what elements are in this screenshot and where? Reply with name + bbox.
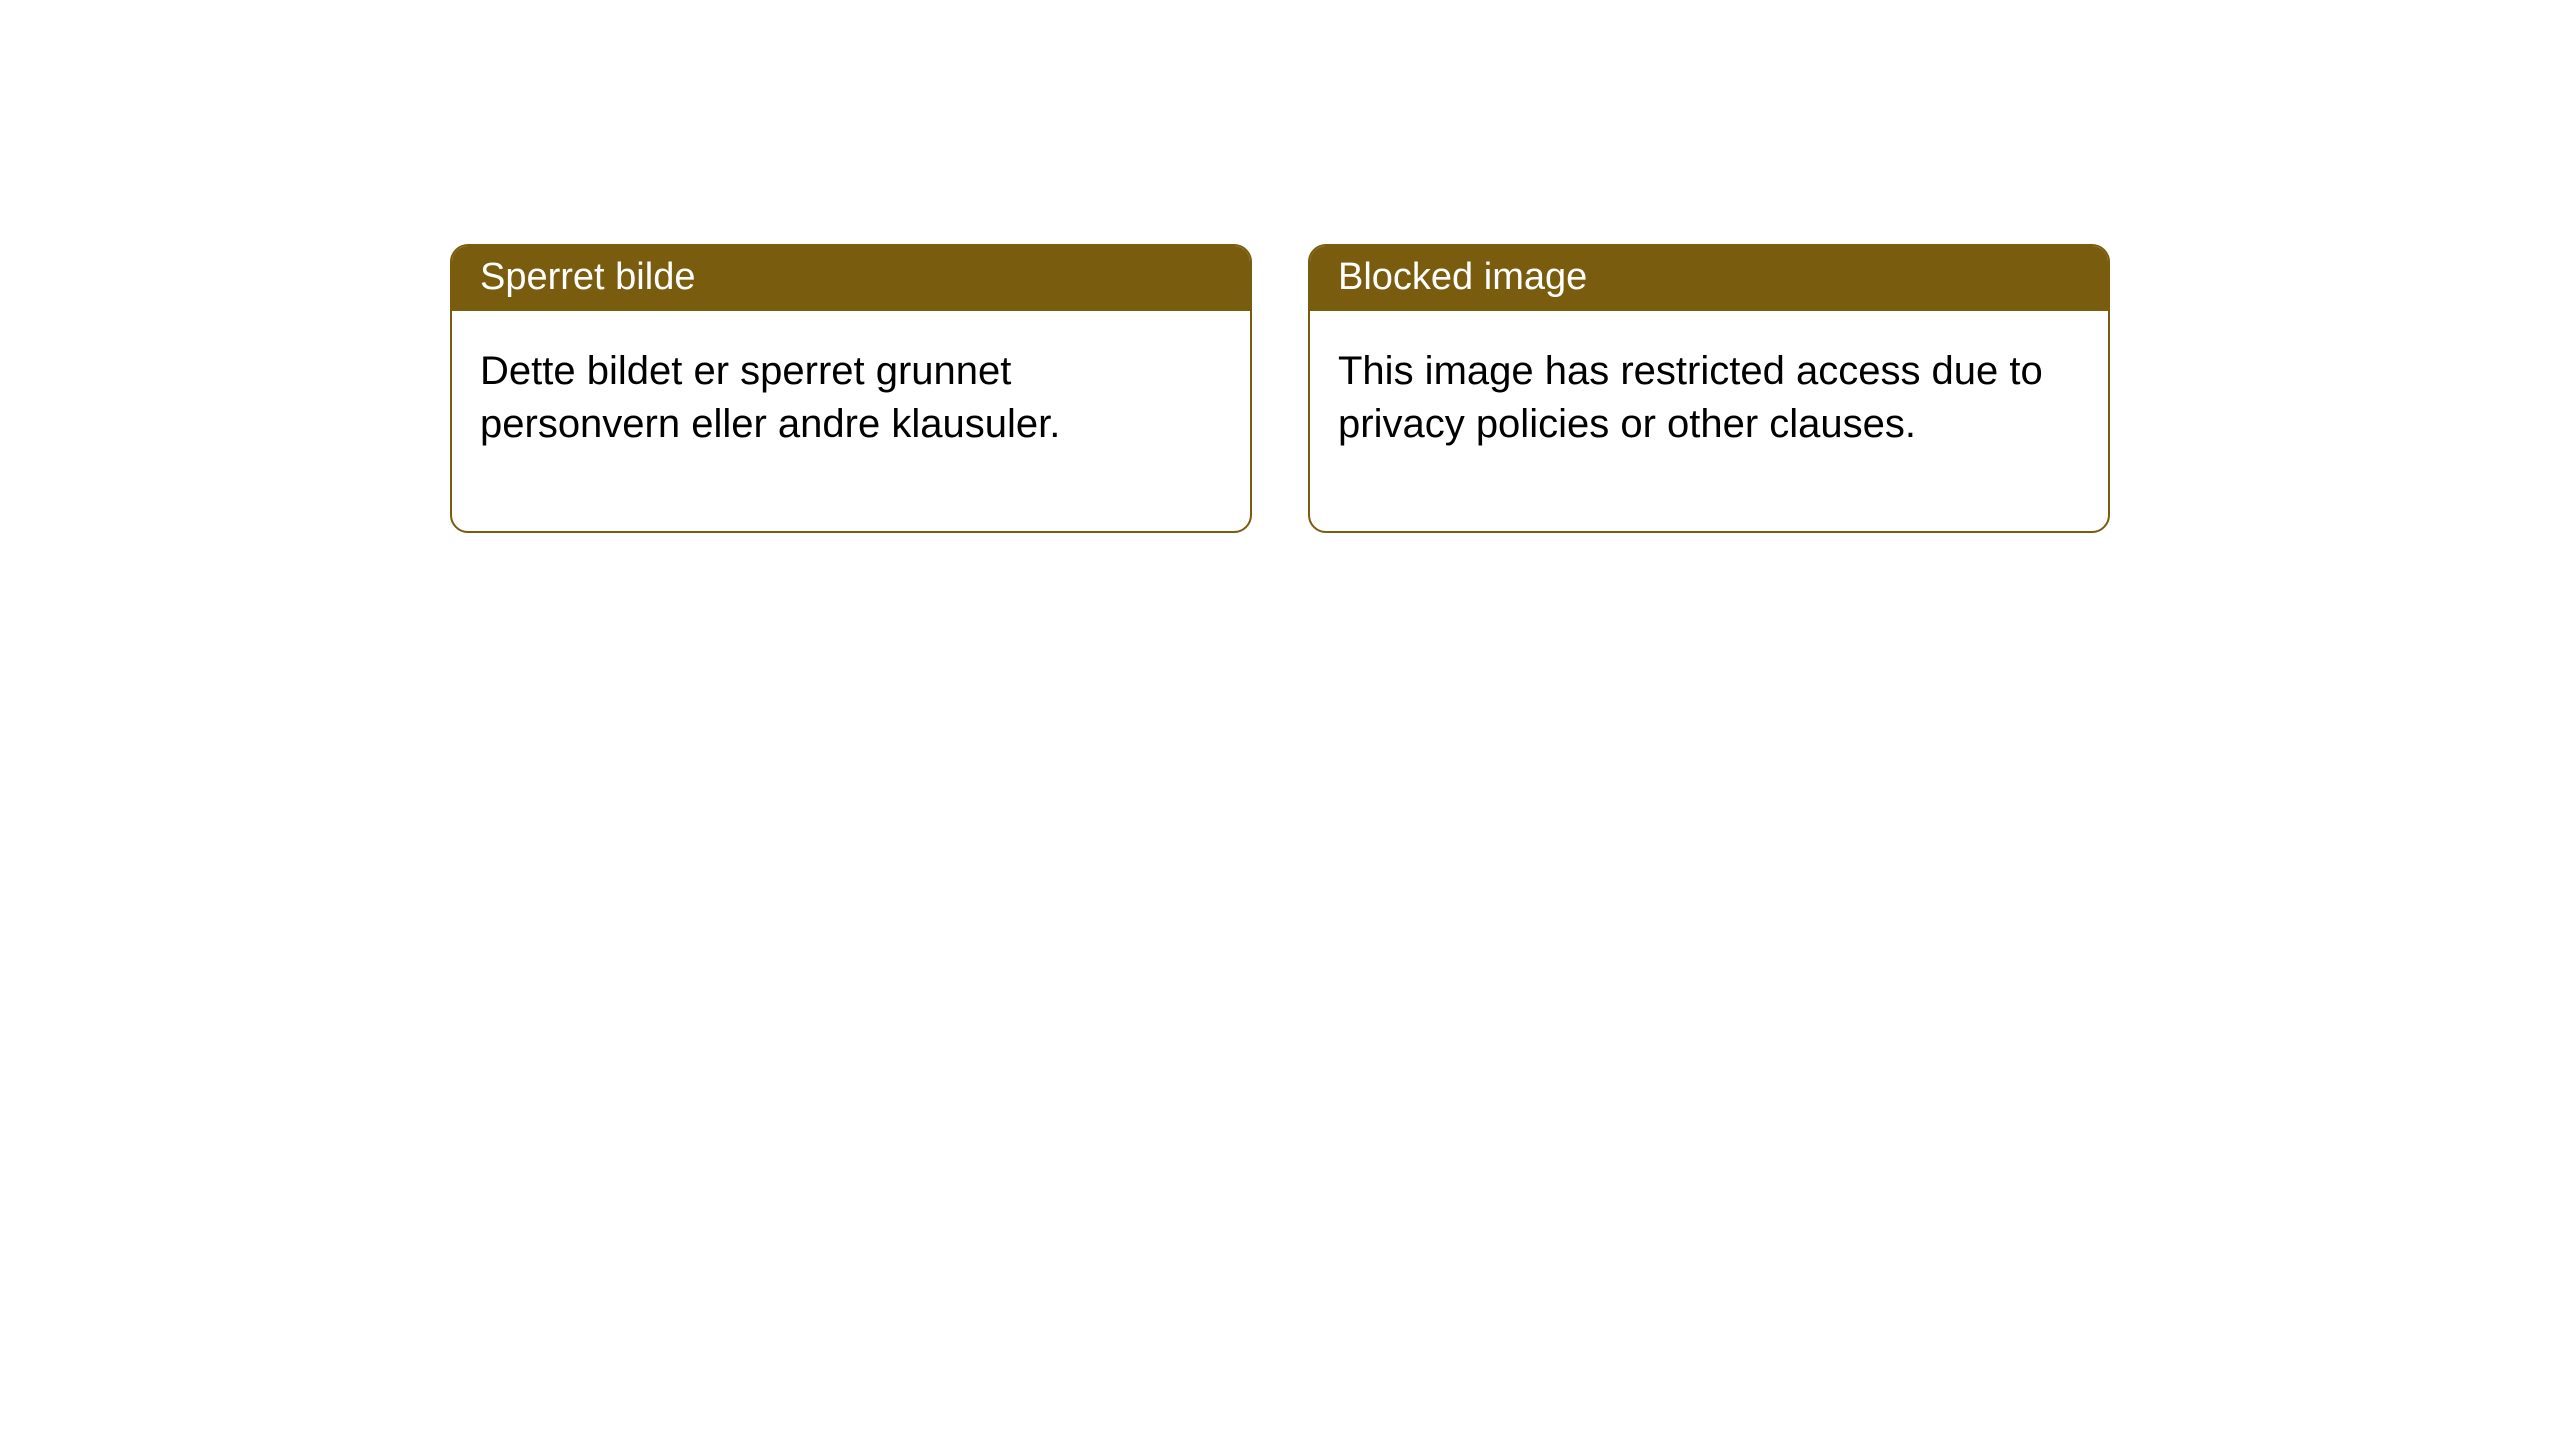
notice-header: Sperret bilde — [452, 246, 1250, 311]
notice-container: Sperret bilde Dette bildet er sperret gr… — [0, 0, 2560, 533]
notice-body: Dette bildet er sperret grunnet personve… — [452, 311, 1250, 531]
notice-card-english: Blocked image This image has restricted … — [1308, 244, 2110, 533]
notice-header: Blocked image — [1310, 246, 2108, 311]
notice-card-norwegian: Sperret bilde Dette bildet er sperret gr… — [450, 244, 1252, 533]
notice-body: This image has restricted access due to … — [1310, 311, 2108, 531]
